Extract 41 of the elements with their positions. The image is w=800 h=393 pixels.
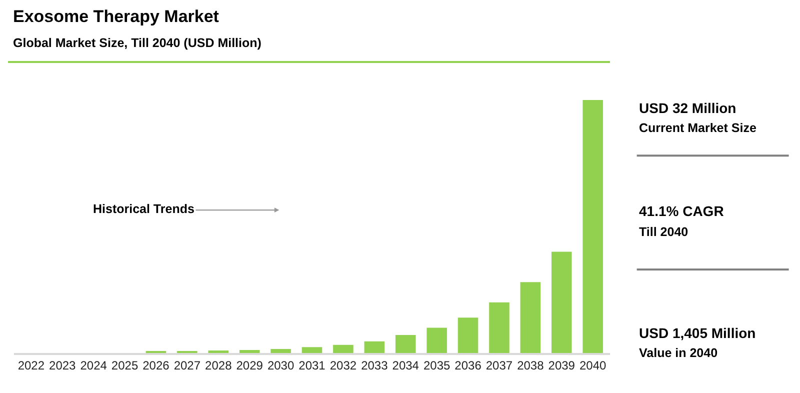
x-tick-label: 2035 [423, 358, 450, 372]
text: USD 1,405 Million [639, 325, 756, 341]
x-tick-label: 2037 [486, 358, 513, 372]
bar [458, 318, 478, 353]
x-tick-label: 2026 [142, 358, 170, 372]
x-tick-label: 2031 [298, 358, 326, 372]
x-tick-label: 2023 [49, 358, 76, 372]
bar [208, 350, 229, 353]
text: Current Market Size [639, 121, 756, 135]
x-tick-label: 2028 [205, 358, 232, 372]
x-tick-label: 2027 [174, 358, 201, 372]
chart-title: Exosome Therapy Market [13, 7, 220, 26]
x-tick-label: 2032 [330, 358, 357, 372]
x-tick-label: 2029 [236, 358, 264, 372]
x-tick-label: 2024 [80, 358, 108, 372]
text: USD 32 Million [639, 100, 736, 116]
x-tick-label: 2030 [267, 358, 294, 372]
x-tick-label: 2038 [517, 358, 544, 372]
bar [551, 252, 572, 353]
bar [270, 348, 291, 353]
x-tick-label: 2036 [454, 358, 482, 372]
x-tick-label: 2025 [111, 358, 138, 372]
bar [582, 100, 603, 353]
bar [333, 344, 354, 353]
x-tick-label: 2034 [392, 358, 420, 372]
x-tick-label: 2039 [548, 358, 576, 372]
text: 41.1% CAGR [639, 203, 724, 219]
bar [364, 341, 385, 353]
x-tick-label: 2033 [361, 358, 388, 372]
bar [426, 328, 447, 353]
bar [489, 302, 510, 353]
bar [239, 350, 260, 353]
chart-subtitle: Global Market Size, Till 2040 (USD Million) [13, 36, 262, 50]
text: Value in 2040 [639, 346, 718, 360]
annotation: Historical Trends [93, 202, 194, 216]
x-tick-label: 2022 [18, 358, 45, 372]
bar [302, 347, 322, 353]
bar [520, 282, 541, 353]
bar [395, 335, 416, 353]
x-tick-label: 2040 [579, 358, 607, 372]
text: Till 2040 [639, 225, 688, 239]
